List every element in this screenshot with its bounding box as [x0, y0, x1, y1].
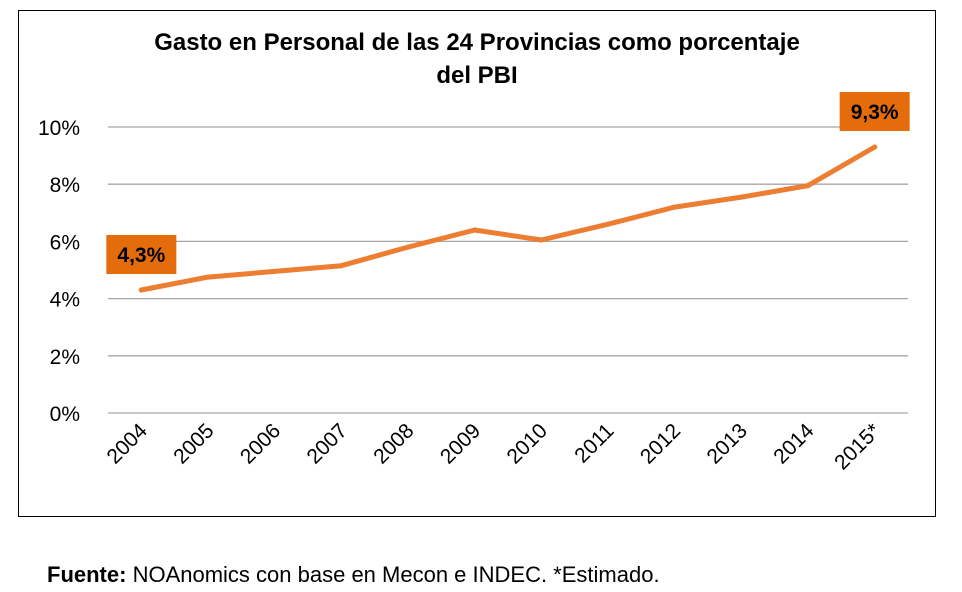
source-text: NOAnomics con base en Mecon e INDEC. *Es… [126, 562, 660, 587]
x-tick-label: 2013 [703, 419, 752, 468]
data-point [538, 237, 544, 243]
data-label: 4,3% [117, 244, 165, 267]
data-point [272, 268, 278, 274]
data-point [805, 183, 811, 189]
y-tick-label: 10% [38, 117, 80, 140]
source-note: Fuente: NOAnomics con base en Mecon e IN… [47, 562, 660, 588]
x-tick-label: 2004 [103, 419, 153, 469]
x-tick-label: 2015* [830, 419, 885, 474]
y-tick-label: 6% [50, 231, 80, 254]
data-point [338, 263, 344, 269]
chart-title-line: Gasto en Personal de las 24 Provincias c… [154, 29, 800, 56]
data-point [138, 287, 144, 293]
data-point [738, 194, 744, 200]
data-point [605, 221, 611, 227]
x-tick-label: 2005 [169, 419, 218, 468]
chart: Gasto en Personal de las 24 Provincias c… [38, 29, 910, 474]
data-label: 9,3% [851, 101, 899, 124]
x-tick-label: 2006 [236, 419, 285, 468]
y-tick-label: 0% [50, 403, 80, 426]
data-point [872, 144, 878, 150]
y-tick-label: 8% [50, 174, 80, 197]
x-tick-label: 2007 [303, 419, 352, 468]
y-tick-label: 4% [50, 289, 80, 312]
source-label: Fuente: [47, 562, 127, 587]
x-tick-label: 2010 [503, 419, 552, 468]
x-tick-label: 2009 [436, 419, 485, 468]
x-tick-label: 2012 [636, 419, 685, 468]
data-point [472, 227, 478, 233]
data-point [205, 274, 211, 280]
chart-frame [18, 10, 936, 517]
x-tick-label: 2014 [769, 419, 819, 469]
chart-title-line: del PBI [436, 62, 517, 89]
x-tick-label: 2008 [369, 419, 418, 468]
series-line [138, 144, 878, 293]
data-label-box [106, 235, 177, 275]
data-point [672, 204, 678, 210]
y-tick-label: 2% [50, 346, 80, 369]
data-point [405, 244, 411, 250]
data-label-box [839, 92, 910, 132]
x-tick-label: 2011 [570, 419, 618, 467]
